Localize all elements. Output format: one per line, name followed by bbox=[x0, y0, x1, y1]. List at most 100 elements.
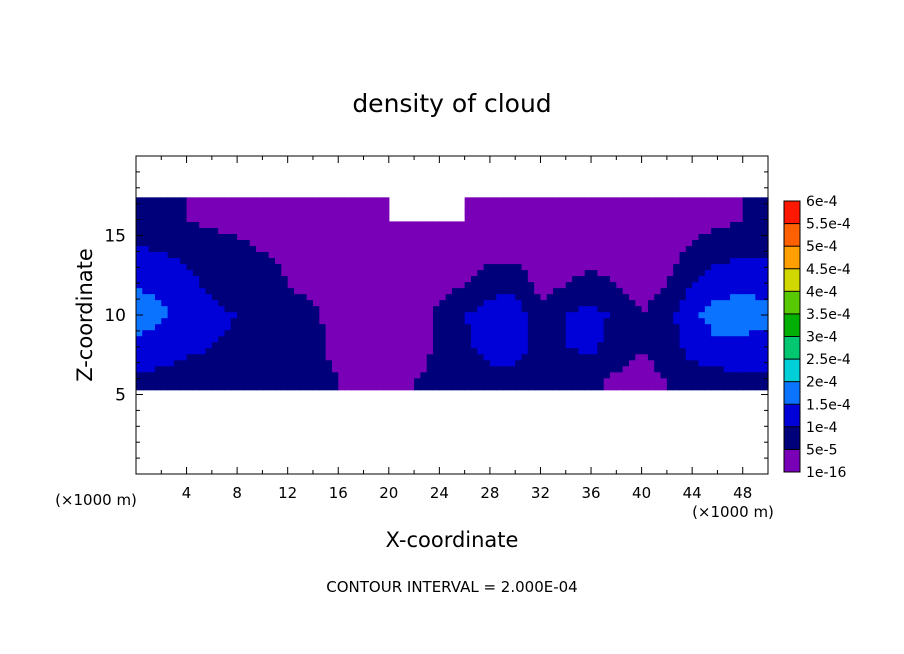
density-cell bbox=[730, 197, 737, 204]
density-cell bbox=[382, 263, 390, 271]
density-cell bbox=[597, 359, 605, 367]
density-cell bbox=[243, 251, 251, 259]
density-cell bbox=[136, 197, 143, 204]
density-cell bbox=[287, 287, 295, 295]
density-cell bbox=[584, 257, 592, 265]
density-cell bbox=[616, 293, 624, 301]
density-cell bbox=[300, 239, 308, 247]
density-cell bbox=[742, 299, 750, 307]
density-cell bbox=[388, 293, 396, 301]
density-cell bbox=[628, 293, 636, 301]
density-cell bbox=[445, 365, 453, 373]
density-cell bbox=[559, 251, 567, 259]
density-cell bbox=[521, 233, 529, 241]
density-cell bbox=[616, 203, 624, 210]
density-cell bbox=[281, 317, 289, 325]
density-cell bbox=[268, 269, 276, 277]
density-cell bbox=[338, 221, 346, 228]
density-cell bbox=[654, 239, 662, 247]
density-cell bbox=[704, 221, 712, 228]
density-cell bbox=[521, 269, 529, 277]
density-cell bbox=[180, 197, 188, 204]
density-cell bbox=[287, 371, 295, 379]
density-cell bbox=[154, 353, 162, 361]
density-cell bbox=[660, 221, 668, 228]
density-cell bbox=[420, 245, 428, 253]
density-cell bbox=[439, 299, 447, 307]
density-cell bbox=[660, 227, 668, 235]
density-cell bbox=[230, 197, 238, 204]
density-cell bbox=[616, 311, 624, 319]
density-cell bbox=[749, 335, 756, 343]
density-cell bbox=[249, 263, 257, 271]
density-cell bbox=[312, 377, 320, 385]
density-cell bbox=[502, 251, 510, 259]
density-cell bbox=[458, 323, 466, 331]
density-cell bbox=[344, 323, 352, 331]
density-cell bbox=[723, 197, 731, 204]
density-cell bbox=[591, 215, 598, 222]
density-cell bbox=[673, 383, 681, 391]
density-cell bbox=[673, 341, 681, 349]
density-cell bbox=[148, 311, 156, 319]
density-cell bbox=[584, 371, 592, 379]
density-cell bbox=[622, 227, 630, 235]
density-cell bbox=[641, 245, 649, 253]
density-cell bbox=[369, 317, 377, 325]
density-cell bbox=[281, 359, 289, 367]
density-cell bbox=[376, 353, 384, 361]
density-cell bbox=[331, 287, 339, 295]
density-cell bbox=[704, 239, 712, 247]
density-cell bbox=[300, 197, 308, 204]
density-cell bbox=[382, 233, 390, 241]
density-cell bbox=[287, 263, 295, 271]
density-cell bbox=[553, 383, 561, 391]
density-cell bbox=[527, 263, 535, 271]
density-cell bbox=[433, 383, 440, 391]
density-cell bbox=[597, 311, 605, 319]
density-cell bbox=[692, 299, 700, 307]
density-cell bbox=[281, 299, 289, 307]
density-cell bbox=[312, 245, 320, 253]
density-cell bbox=[546, 197, 554, 204]
density-cell bbox=[338, 377, 346, 385]
density-cell bbox=[281, 341, 289, 349]
density-cell bbox=[489, 233, 497, 241]
density-cell bbox=[679, 347, 687, 355]
density-cell bbox=[167, 353, 175, 361]
density-cell bbox=[312, 329, 320, 337]
density-cell bbox=[319, 383, 327, 391]
density-cell bbox=[230, 299, 238, 307]
density-cell bbox=[742, 311, 750, 319]
density-cell bbox=[559, 317, 567, 325]
density-cell bbox=[591, 239, 598, 247]
density-cell bbox=[249, 377, 257, 385]
density-cell bbox=[331, 365, 339, 373]
density-cell bbox=[647, 377, 655, 385]
density-cell bbox=[167, 221, 175, 228]
density-cell bbox=[376, 209, 384, 216]
density-cell bbox=[281, 275, 289, 283]
density-cell bbox=[287, 269, 295, 277]
density-cell bbox=[635, 371, 643, 379]
density-cell bbox=[452, 299, 459, 307]
density-cell bbox=[489, 281, 497, 289]
density-cell bbox=[426, 227, 434, 235]
density-cell bbox=[717, 335, 725, 343]
density-cell bbox=[161, 353, 169, 361]
density-cell bbox=[578, 299, 586, 307]
density-cell bbox=[148, 371, 156, 379]
density-cell bbox=[622, 269, 630, 277]
density-cell bbox=[496, 239, 504, 247]
density-cell bbox=[186, 269, 194, 277]
density-cell bbox=[262, 233, 270, 241]
density-cell bbox=[148, 221, 156, 228]
density-cell bbox=[673, 227, 681, 235]
density-cell bbox=[603, 275, 611, 283]
density-cell bbox=[452, 257, 459, 265]
density-cell bbox=[546, 323, 554, 331]
density-cell bbox=[508, 311, 516, 319]
density-cell bbox=[300, 341, 308, 349]
density-cell bbox=[256, 251, 263, 259]
density-cell bbox=[433, 311, 440, 319]
